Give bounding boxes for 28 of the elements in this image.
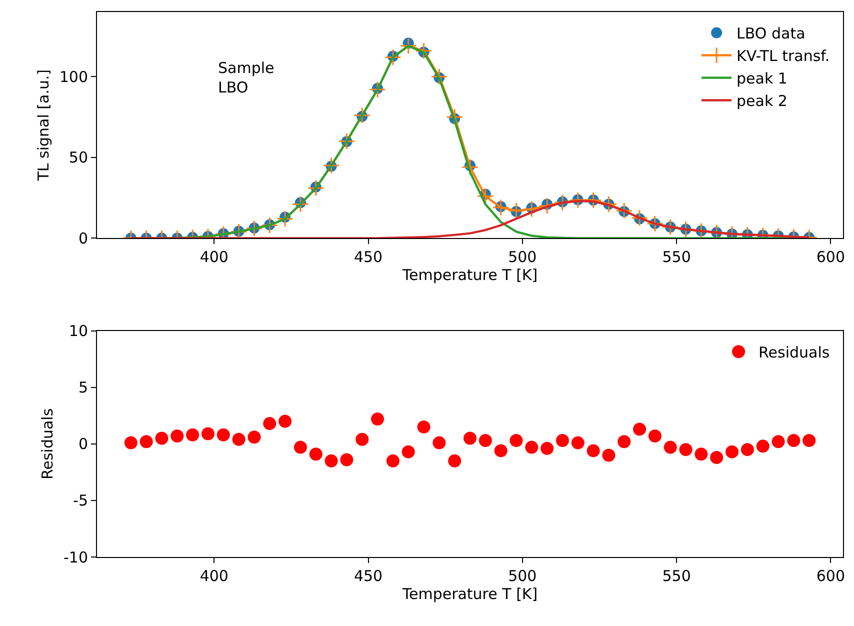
y-tick-label: -5: [73, 492, 88, 510]
x-tick-label: 400: [200, 567, 228, 585]
annotation: Sample LBO: [218, 59, 274, 96]
x-tick-label: 600: [816, 567, 845, 585]
x-axis-title: Temperature T [K]: [401, 266, 538, 284]
y-axis-title: Residuals: [38, 408, 57, 480]
y-tick-label: 5: [78, 378, 88, 397]
legend-label: Residuals: [758, 343, 830, 362]
legend-label: KV-TL transf.: [736, 47, 830, 66]
y-tick-label: 0: [78, 229, 88, 248]
y-axis-title: TL signal [a.u.]: [34, 69, 53, 182]
x-tick-label: 450: [354, 567, 383, 585]
y-tick-label: 10: [68, 322, 88, 340]
x-tick-label: 600: [816, 248, 845, 266]
x-tick-label: 550: [662, 248, 691, 266]
x-tick-label: 450: [354, 248, 383, 266]
x-tick-label: 550: [662, 567, 691, 585]
y-tick-label: 100: [59, 68, 88, 86]
x-tick-label: 400: [200, 248, 228, 266]
legend-label: peak 2: [736, 92, 788, 110]
x-axis-title: Temperature T [K]: [401, 585, 538, 603]
y-tick-label: -10: [64, 548, 88, 566]
x-tick-label: 500: [508, 567, 537, 585]
x-tick-label: 500: [508, 248, 537, 266]
legend-label: peak 1: [736, 70, 788, 88]
y-tick-label: 0: [78, 435, 88, 454]
y-tick-label: 50: [68, 148, 88, 167]
legend-label: LBO data: [736, 24, 806, 43]
